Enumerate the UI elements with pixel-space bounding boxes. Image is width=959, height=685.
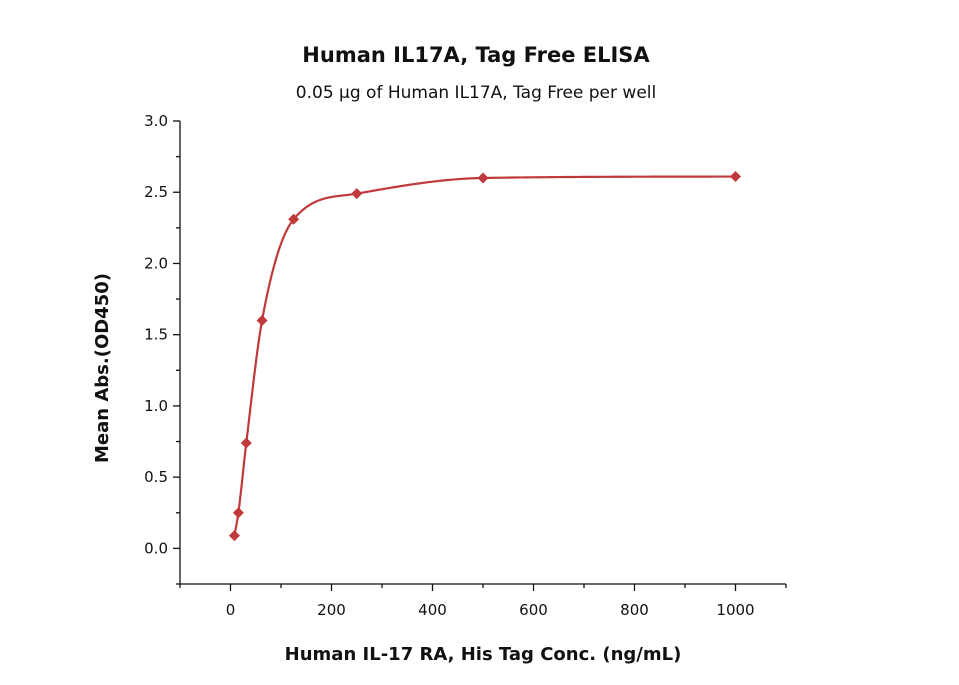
- y-tick-label: 0.5: [144, 468, 168, 486]
- data-point: [288, 213, 300, 225]
- fit-curve: [233, 175, 736, 536]
- x-axis-label: Human IL-17 RA, His Tag Conc. (ng/mL): [285, 644, 682, 665]
- y-tick-label: 3.0: [144, 112, 168, 130]
- y-tick-label: 1.0: [144, 397, 168, 415]
- data-point: [256, 314, 268, 326]
- x-tick-label: 600: [519, 601, 548, 619]
- y-tick-label: 2.0: [144, 254, 168, 272]
- y-axis: 0.0 0.5 1.0 1.5 2.0 2.5 3.0: [144, 112, 181, 585]
- chart-title: Human IL17A, Tag Free ELISA: [302, 43, 650, 67]
- y-axis-label: Mean Abs.(OD450): [92, 273, 113, 463]
- x-tick-label: 400: [418, 601, 447, 619]
- data-point: [730, 171, 741, 183]
- y-ticks: 0.0 0.5 1.0 1.5 2.0 2.5 3.0: [144, 112, 180, 585]
- x-tick-label: 800: [620, 601, 649, 619]
- data-point: [232, 507, 244, 519]
- data-point: [477, 172, 489, 184]
- x-tick-label: 0: [226, 601, 236, 619]
- x-tick-label: 200: [317, 601, 346, 619]
- y-tick-label: 2.5: [144, 183, 168, 201]
- plot-area: [228, 171, 741, 542]
- data-point: [351, 188, 363, 200]
- y-tick-label: 1.5: [144, 326, 168, 344]
- x-axis: 0 200 400 600 800 1000: [179, 583, 787, 619]
- data-point: [228, 530, 240, 542]
- x-tick-label: 1000: [716, 601, 754, 619]
- x-ticks: 0 200 400 600 800 1000: [179, 584, 787, 619]
- y-tick-label: 0.0: [144, 539, 168, 557]
- chart-subtitle: 0.05 µg of Human IL17A, Tag Free per wel…: [296, 83, 656, 103]
- data-point: [240, 437, 252, 449]
